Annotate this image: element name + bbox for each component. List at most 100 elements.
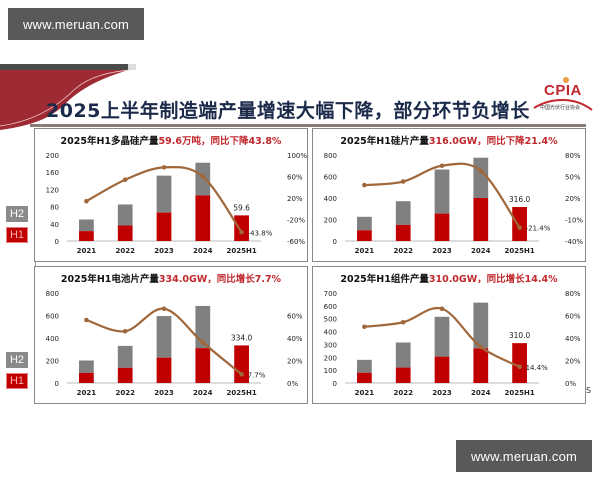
y-tick-label: 400 bbox=[46, 335, 59, 343]
y-tick-label: 600 bbox=[46, 313, 59, 321]
growth-marker bbox=[200, 340, 206, 345]
legend-h1: H1 bbox=[6, 227, 28, 243]
y-tick-label: 700 bbox=[324, 290, 337, 298]
growth-marker bbox=[239, 372, 244, 377]
bar-value-label: 334.0 bbox=[231, 333, 253, 342]
cpia-logo: CPIA 中国光伏行业协会 bbox=[530, 74, 594, 118]
y-tick-label: 200 bbox=[46, 358, 59, 366]
growth-marker bbox=[122, 177, 128, 183]
x-tick-label: 2022 bbox=[393, 389, 413, 397]
bar-h2 bbox=[357, 359, 372, 373]
y2-tick-label: -40% bbox=[565, 238, 583, 246]
y-tick-label: 400 bbox=[324, 195, 337, 203]
x-tick-label: 2024 bbox=[471, 247, 491, 255]
x-tick-label: 2025H1 bbox=[504, 247, 534, 255]
chart-panel-wafer: 2025年H1硅片产量316.0GW，同比下降21.4% 0 200 400 600 80… bbox=[312, 128, 586, 262]
line-value-label: -21.4% bbox=[526, 225, 551, 233]
bar-h1 bbox=[195, 348, 211, 383]
chart-panel-cell: 2025年H1电池片产量334.0GW，同比增长7.7% 0 200 400 600 80… bbox=[34, 266, 308, 404]
y-tick-label: 160 bbox=[46, 169, 59, 177]
page-title: 2025上半年制造端产量增速大幅下降，部分环节负增长 bbox=[46, 100, 530, 122]
growth-marker bbox=[400, 319, 406, 325]
bar-value-label: 316.0 bbox=[509, 195, 531, 204]
y-tick-label: 600 bbox=[324, 174, 337, 182]
y2-tick-label: -20% bbox=[287, 217, 305, 225]
legend-h1: H1 bbox=[6, 373, 28, 389]
y-tick-label: 400 bbox=[324, 329, 337, 337]
growth-marker bbox=[478, 344, 484, 350]
bar-h2 bbox=[79, 219, 94, 232]
x-tick-label: 2021 bbox=[77, 389, 97, 397]
chart-svg: 2025年H1电池片产量334.0GW，同比增长7.7% 0 200 400 600 80… bbox=[46, 273, 303, 397]
y-tick-label: 0 bbox=[333, 380, 337, 388]
bar-h1 bbox=[434, 356, 450, 383]
chart-title: 2025年H1组件产量310.0GW，同比增长14.4% bbox=[340, 273, 558, 285]
y2-tick-label: 80% bbox=[565, 290, 581, 298]
y-tick-label: 0 bbox=[55, 380, 59, 388]
y2-tick-label: 20% bbox=[565, 195, 581, 203]
bar-h1 bbox=[195, 195, 211, 241]
bar-h1 bbox=[357, 372, 372, 383]
decorative-swoosh bbox=[0, 69, 131, 130]
bar-h2 bbox=[195, 162, 211, 196]
growth-marker bbox=[439, 306, 445, 312]
y2-tick-label: 50% bbox=[565, 174, 581, 182]
bar-value-label: 310.0 bbox=[509, 331, 531, 340]
chart-title: 2025年H1硅片产量316.0GW，同比下降21.4% bbox=[340, 135, 558, 147]
bar-h2 bbox=[434, 169, 450, 214]
chart-svg: 2025年H1多晶硅产量59.6万吨，同比下降43.8% 0 40 80 120 160 2… bbox=[46, 135, 308, 255]
y2-tick-label: 0% bbox=[565, 380, 576, 388]
bar-h1 bbox=[434, 213, 450, 241]
y2-tick-label: 20% bbox=[287, 195, 303, 203]
logo-text: CPIA bbox=[544, 82, 582, 99]
y2-tick-label: 100% bbox=[287, 152, 307, 160]
y-tick-label: 0 bbox=[55, 238, 59, 246]
x-tick-label: 2023 bbox=[432, 389, 452, 397]
bar-h1 bbox=[79, 372, 94, 383]
y2-tick-label: 60% bbox=[287, 313, 303, 321]
chart-panel-module: 2025年H1组件产量310.0GW，同比增长14.4% 0 100 200 300 40… bbox=[312, 266, 586, 404]
growth-marker bbox=[122, 328, 128, 334]
growth-marker bbox=[239, 229, 244, 235]
x-tick-label: 2022 bbox=[115, 247, 135, 255]
growth-marker bbox=[161, 165, 167, 170]
x-tick-label: 2025H1 bbox=[504, 389, 534, 397]
growth-marker bbox=[517, 364, 522, 370]
growth-marker bbox=[478, 168, 484, 174]
y2-tick-label: 20% bbox=[287, 358, 303, 366]
bar-h2 bbox=[473, 157, 489, 198]
x-tick-label: 2024 bbox=[471, 389, 491, 397]
line-value-label: 7.7% bbox=[248, 371, 266, 379]
x-tick-label: 2023 bbox=[154, 389, 174, 397]
x-tick-label: 2024 bbox=[193, 389, 213, 397]
y-tick-label: 100 bbox=[324, 367, 337, 375]
y-tick-label: 200 bbox=[324, 354, 337, 362]
x-tick-label: 2021 bbox=[77, 247, 97, 255]
bar-h1 bbox=[79, 231, 94, 241]
growth-marker bbox=[362, 182, 367, 188]
bar-h1 bbox=[156, 212, 172, 241]
growth-marker bbox=[439, 163, 445, 169]
edge-text: S bbox=[586, 386, 592, 395]
y2-tick-label: 40% bbox=[287, 335, 303, 343]
y-tick-label: 120 bbox=[46, 186, 59, 194]
bar-value-label: 59.6 bbox=[233, 203, 250, 212]
y-tick-label: 200 bbox=[46, 152, 59, 160]
bar-h1 bbox=[117, 367, 133, 383]
bar-h1 bbox=[473, 198, 489, 241]
bar-h1 bbox=[234, 215, 249, 241]
growth-marker bbox=[84, 198, 89, 204]
bar-h2 bbox=[357, 216, 372, 231]
bar-h1 bbox=[512, 343, 527, 383]
y2-tick-label: 60% bbox=[287, 174, 303, 182]
y2-tick-label: 40% bbox=[565, 335, 581, 343]
bar-h2 bbox=[434, 316, 450, 357]
line-value-label: -43.8% bbox=[248, 229, 273, 237]
y-tick-label: 800 bbox=[324, 152, 337, 160]
y2-tick-label: 60% bbox=[565, 313, 581, 321]
bar-h2 bbox=[395, 201, 411, 225]
bar-h2 bbox=[395, 342, 411, 368]
bar-h2 bbox=[156, 175, 172, 213]
x-tick-label: 2021 bbox=[355, 247, 375, 255]
bar-h1 bbox=[395, 224, 411, 241]
